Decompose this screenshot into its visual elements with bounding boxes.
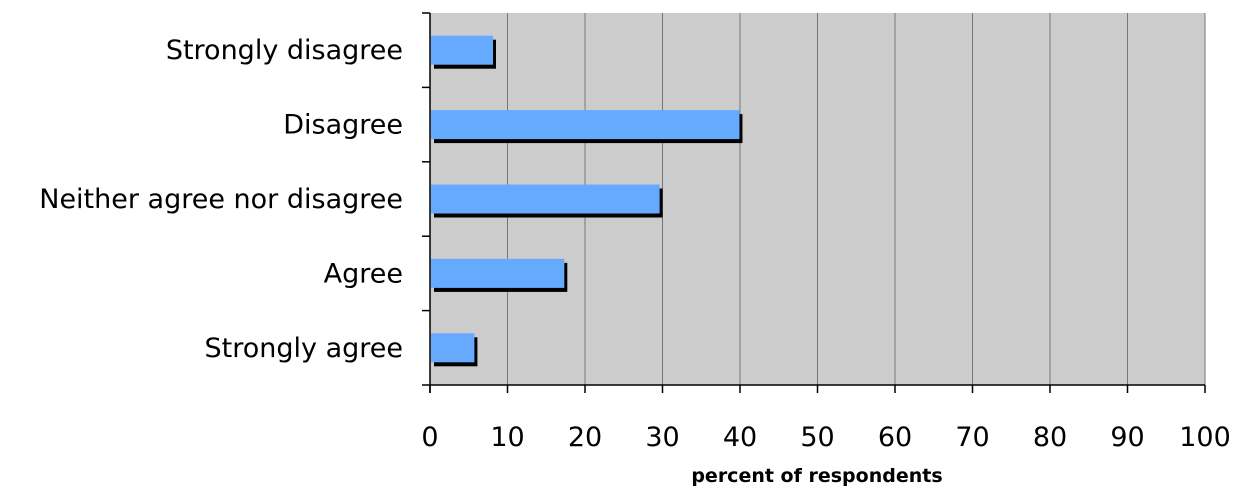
bar (431, 35, 493, 65)
bar (431, 110, 740, 140)
category-labels: Strongly disagree Disagree Neither agree n… (39, 35, 403, 364)
category-label: Neither agree nor disagree (39, 184, 403, 215)
category-label: Agree (324, 258, 403, 289)
x-axis-title: percent of respondents (691, 465, 942, 487)
bars (431, 35, 743, 367)
x-tick-label: 40 (723, 422, 757, 453)
x-tick-label: 20 (568, 422, 602, 453)
x-tick-label: 70 (955, 422, 989, 453)
x-tick-label: 50 (800, 422, 834, 453)
axes (422, 12, 1206, 393)
category-label: Disagree (283, 110, 403, 141)
category-label: Strongly agree (205, 333, 403, 364)
bar (431, 184, 660, 214)
x-tick-label: 30 (645, 422, 679, 453)
x-tick-label: 10 (490, 422, 524, 453)
x-tick-labels: 0 10 20 30 40 50 60 70 80 90 100 (421, 422, 1230, 453)
category-label: Strongly disagree (166, 35, 403, 66)
x-tick-label: 60 (878, 422, 912, 453)
x-tick-label: 80 (1033, 422, 1067, 453)
x-tick-label: 0 (421, 422, 438, 453)
bar (431, 258, 565, 288)
x-tick-label: 90 (1110, 422, 1144, 453)
x-tick-label: 100 (1179, 422, 1231, 453)
bar (431, 333, 475, 363)
